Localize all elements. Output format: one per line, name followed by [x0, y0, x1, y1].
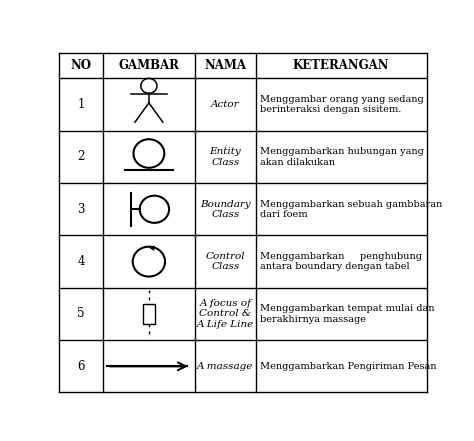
Text: Menggambarkan Pengiriman Pesan: Menggambarkan Pengiriman Pesan [260, 362, 437, 371]
Text: NAMA: NAMA [204, 59, 246, 72]
Text: GAMBAR: GAMBAR [118, 59, 179, 72]
Bar [143, 304, 155, 324]
Text: NO: NO [71, 59, 91, 72]
Text: A massage: A massage [197, 362, 254, 371]
Text: 2: 2 [77, 150, 85, 164]
Text: 5: 5 [77, 307, 85, 321]
Text: Menggambarkan tempat mulai dan
berakhirnya massage: Menggambarkan tempat mulai dan berakhirn… [260, 304, 435, 324]
Text: A focus of
Control &
A Life Line: A focus of Control & A Life Line [197, 299, 254, 329]
Text: 3: 3 [77, 203, 85, 216]
Text: 4: 4 [77, 255, 85, 268]
Text: Entity
Class: Entity Class [210, 147, 241, 167]
Text: Actor: Actor [211, 100, 240, 109]
Text: 6: 6 [77, 360, 85, 373]
Text: Menggambar orang yang sedang
berinteraksi dengan sisitem.: Menggambar orang yang sedang berinteraks… [260, 95, 424, 114]
Text: Menggambarkan     penghubung
antara boundary dengan tabel: Menggambarkan penghubung antara boundary… [260, 252, 422, 271]
Text: Boundary
Class: Boundary Class [200, 200, 251, 219]
Text: KETERANGAN: KETERANGAN [293, 59, 390, 72]
Text: Menggambarkan sebuah gambbaran
dari foem: Menggambarkan sebuah gambbaran dari foem [260, 200, 442, 219]
Text: Control
Class: Control Class [206, 252, 245, 271]
Text: Menggambarkan hubungan yang
akan dilakukan: Menggambarkan hubungan yang akan dilakuk… [260, 147, 424, 167]
Text: 1: 1 [77, 98, 85, 111]
